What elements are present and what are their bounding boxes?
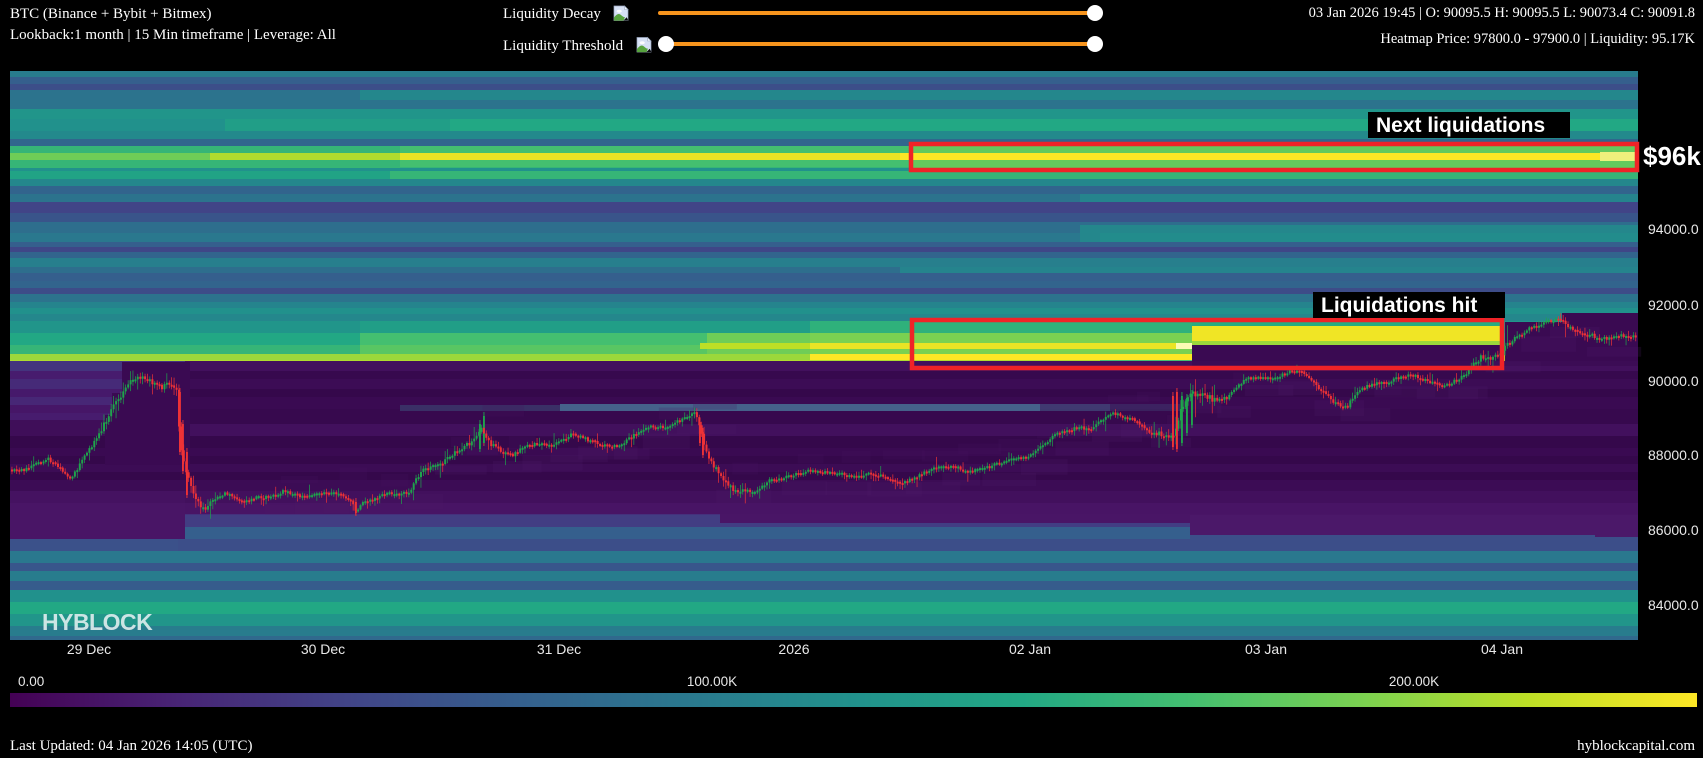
svg-text:31 Dec: 31 Dec [537,641,581,657]
svg-text:Last Updated: 04 Jan 2026 14:0: Last Updated: 04 Jan 2026 14:05 (UTC) [10,738,252,754]
svg-text:90000.0: 90000.0 [1648,373,1699,389]
svg-text:02 Jan: 02 Jan [1009,641,1051,657]
svg-text:Heatmap Price: 97800.0 - 97900: Heatmap Price: 97800.0 - 97900.0 | Liqui… [1380,31,1695,47]
svg-text:HYBLOCK: HYBLOCK [42,609,153,635]
svg-text:Lookback:1 month | 15 Min time: Lookback:1 month | 15 Min timeframe | Le… [10,27,336,43]
svg-text:03 Jan 2026 19:45 | O: 90095.5: 03 Jan 2026 19:45 | O: 90095.5 H: 90095.… [1309,5,1695,21]
svg-text:29 Dec: 29 Dec [67,641,111,657]
svg-text:Next liquidations: Next liquidations [1376,114,1545,137]
svg-text:2026: 2026 [778,641,809,657]
svg-text:86000.0: 86000.0 [1648,522,1699,538]
svg-text:200.00K: 200.00K [1389,674,1439,689]
svg-text:100.00K: 100.00K [687,674,737,689]
svg-text:04 Jan: 04 Jan [1481,641,1523,657]
svg-text:30 Dec: 30 Dec [301,641,345,657]
svg-text:88000.0: 88000.0 [1648,447,1699,463]
svg-text:03 Jan: 03 Jan [1245,641,1287,657]
svg-text:92000.0: 92000.0 [1648,297,1699,313]
svg-text:Liquidity Decay: Liquidity Decay [503,6,601,22]
svg-text:94000.0: 94000.0 [1648,221,1699,237]
svg-text:hyblockcapital.com: hyblockcapital.com [1577,738,1695,754]
svg-text:84000.0: 84000.0 [1648,597,1699,613]
svg-text:$96k: $96k [1643,141,1701,171]
svg-text:Liquidations hit: Liquidations hit [1321,294,1477,317]
svg-text:Liquidity Threshold: Liquidity Threshold [503,38,624,54]
svg-text:BTC (Binance + Bybit + Bitmex): BTC (Binance + Bybit + Bitmex) [10,6,211,22]
svg-text:0.00: 0.00 [18,674,44,689]
